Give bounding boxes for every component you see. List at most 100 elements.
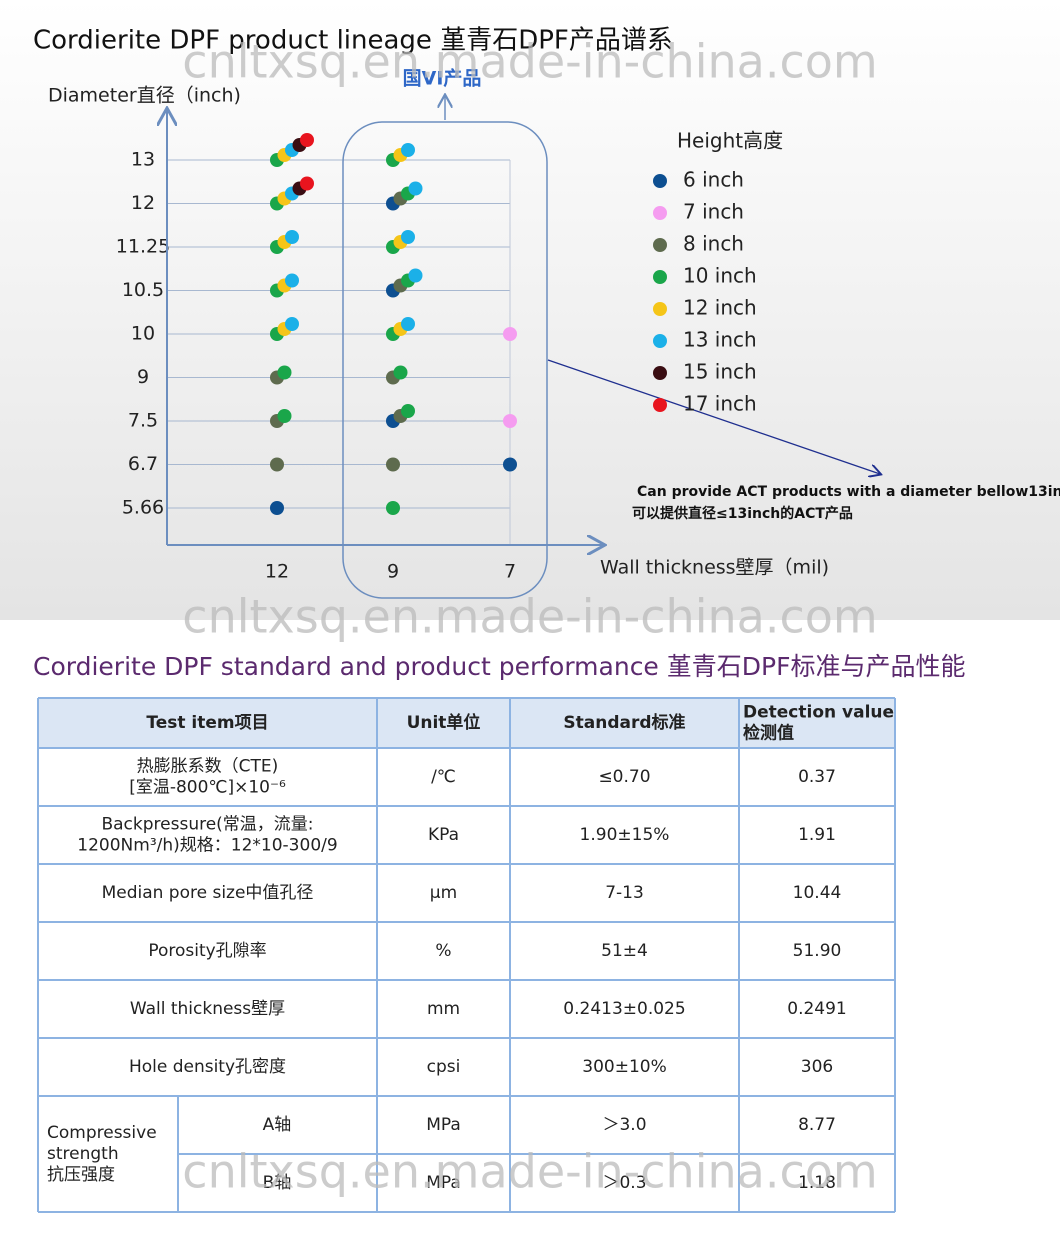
unit-cell: /℃ bbox=[431, 767, 456, 787]
y-tick-label: 13 bbox=[131, 149, 155, 171]
annotation: Can provide ACT products with a diameter… bbox=[637, 484, 1060, 500]
table: Cordierite DPF standard and product perf… bbox=[33, 652, 965, 1213]
dot bbox=[285, 317, 299, 331]
x-tick-label: 12 bbox=[265, 561, 289, 583]
dot bbox=[386, 501, 400, 515]
dot bbox=[277, 409, 292, 423]
y-tick-label: 9 bbox=[137, 366, 149, 388]
header-cell: 检测值 bbox=[743, 723, 794, 744]
header-cell: Unit单位 bbox=[407, 712, 481, 733]
y-tick-label: 7.5 bbox=[128, 410, 158, 432]
legend-label: 15 inch bbox=[683, 360, 757, 384]
table-title: Cordierite DPF standard and product perf… bbox=[33, 652, 965, 681]
dot bbox=[401, 143, 415, 157]
annotation: 可以提供直径≤13inch的ACT产品 bbox=[632, 505, 853, 522]
legend-title: Height高度 bbox=[677, 129, 783, 153]
item-cell: Median pore size中值孔径 bbox=[102, 883, 314, 903]
header-cell: Standard标准 bbox=[563, 712, 685, 733]
legend-label: 6 inch bbox=[683, 168, 744, 192]
unit-cell: MPa bbox=[426, 1115, 461, 1135]
unit-cell: MPa bbox=[426, 1173, 461, 1193]
unit-cell: mm bbox=[427, 999, 460, 1019]
item-cell: 热膨胀系数（CTE) bbox=[137, 757, 279, 777]
standard-cell: 7-13 bbox=[605, 883, 644, 903]
item-cell: Backpressure(常温，流量: bbox=[101, 815, 313, 835]
legend-label: 17 inch bbox=[683, 392, 757, 416]
watermark: cnltxsq.en.made-in-china.com bbox=[182, 35, 877, 89]
dot bbox=[393, 365, 408, 380]
dot bbox=[277, 365, 292, 380]
x-tick-label: 9 bbox=[387, 561, 399, 583]
value-cell: 8.77 bbox=[798, 1115, 836, 1135]
standard-cell: 0.2413±0.025 bbox=[563, 999, 685, 1019]
group-label: strength bbox=[47, 1144, 119, 1164]
dot bbox=[503, 327, 517, 341]
box-label: 国VI产品 bbox=[403, 67, 482, 90]
dot bbox=[285, 273, 299, 288]
dot bbox=[408, 181, 423, 196]
dot bbox=[285, 230, 299, 244]
value-cell: 0.2491 bbox=[787, 999, 846, 1019]
legend-swatch bbox=[653, 238, 667, 252]
watermark: cnltxsq.en.made-in-china.com bbox=[182, 590, 877, 644]
dot bbox=[401, 317, 415, 331]
unit-cell: μm bbox=[430, 883, 457, 903]
item-cell: B轴 bbox=[263, 1173, 292, 1193]
legend-label: 8 inch bbox=[683, 232, 744, 256]
y-axis-label: Diameter直径（inch) bbox=[48, 85, 241, 107]
item-cell: [室温-800℃]×10⁻⁶ bbox=[129, 778, 286, 798]
chart: Cordierite DPF product lineage 堇青石DPF产品谱… bbox=[33, 26, 1060, 599]
header-cell: Test item项目 bbox=[146, 713, 268, 733]
legend-label: 13 inch bbox=[683, 328, 757, 352]
x-tick-label: 7 bbox=[504, 561, 516, 583]
unit-cell: % bbox=[435, 941, 451, 961]
item-cell: Porosity孔隙率 bbox=[148, 941, 266, 961]
dot bbox=[401, 230, 415, 244]
standard-cell: ≤0.70 bbox=[598, 767, 650, 787]
value-cell: 10.44 bbox=[793, 883, 842, 903]
watermarks: cnltxsq.en.made-in-china.com cnltxsq.en.m… bbox=[182, 35, 877, 1199]
y-tick-label: 10.5 bbox=[122, 279, 164, 301]
dot bbox=[408, 268, 423, 283]
group-label: Compressive bbox=[47, 1123, 157, 1143]
dot bbox=[503, 414, 517, 428]
x-axis-label: Wall thickness壁厚（mil) bbox=[600, 557, 829, 579]
value-cell: 306 bbox=[801, 1057, 833, 1077]
dot bbox=[270, 501, 284, 515]
dot bbox=[300, 176, 314, 191]
legend-swatch bbox=[653, 174, 667, 188]
value-cell: 1.18 bbox=[798, 1173, 836, 1193]
dot bbox=[401, 404, 415, 418]
legend-swatch bbox=[653, 366, 667, 380]
legend-swatch bbox=[653, 270, 667, 284]
dot bbox=[270, 457, 284, 472]
chart-title: Cordierite DPF product lineage 堇青石DPF产品谱… bbox=[33, 26, 673, 56]
y-tick-label: 10 bbox=[131, 323, 155, 345]
y-tick-label: 11.25 bbox=[116, 236, 170, 258]
y-tick-label: 12 bbox=[131, 192, 155, 214]
standard-cell: 1.90±15% bbox=[580, 825, 670, 845]
value-cell: 1.91 bbox=[798, 825, 836, 845]
legend-swatch bbox=[653, 302, 667, 316]
group-label: 抗压强度 bbox=[47, 1165, 115, 1185]
standard-cell: ＞3.0 bbox=[602, 1115, 646, 1135]
annotation-arrow bbox=[547, 359, 880, 474]
legend-label: 10 inch bbox=[683, 264, 757, 288]
y-tick-label: 6.7 bbox=[128, 453, 158, 475]
dot bbox=[386, 457, 400, 472]
header-bg bbox=[38, 698, 895, 748]
dot bbox=[503, 457, 517, 472]
value-cell: 0.37 bbox=[798, 767, 836, 787]
unit-cell: KPa bbox=[428, 825, 459, 845]
legend-swatch bbox=[653, 206, 667, 220]
watermark: cnltxsq.en.made-in-china.com bbox=[182, 1145, 877, 1199]
header-cell: Detection value bbox=[743, 703, 894, 723]
item-cell: Hole density孔密度 bbox=[129, 1057, 286, 1077]
y-tick-label: 5.66 bbox=[122, 497, 164, 519]
value-cell: 51.90 bbox=[793, 941, 842, 961]
item-cell: A轴 bbox=[263, 1115, 292, 1135]
standard-cell: ＞0.3 bbox=[602, 1173, 646, 1193]
legend-label: 7 inch bbox=[683, 200, 744, 224]
legend-swatch bbox=[653, 398, 667, 412]
